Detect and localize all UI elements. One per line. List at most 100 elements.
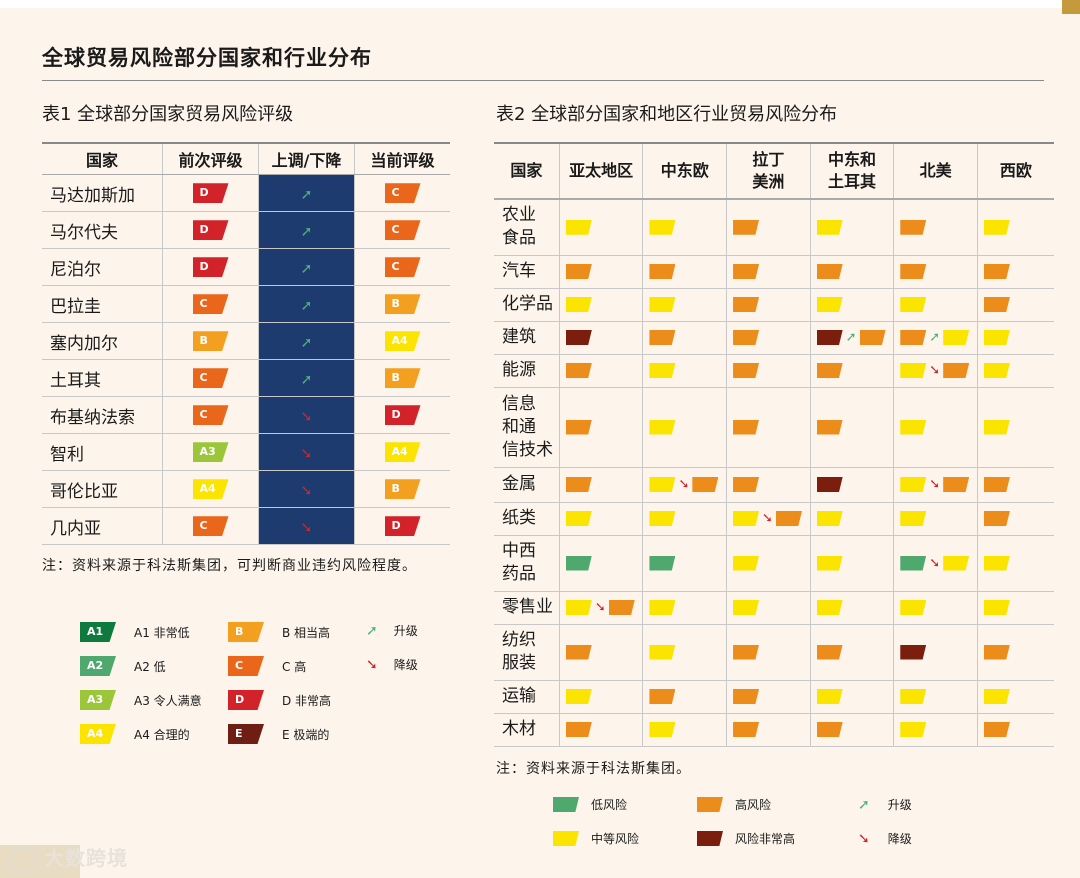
table2-title: 表2 全球部分国家和地区行业贸易风险分布	[496, 104, 838, 125]
risk-cell-content	[983, 297, 1054, 312]
risk-swatch-high	[983, 644, 1010, 660]
risk-cell	[976, 680, 1054, 714]
prev-rating-cell: C	[162, 285, 259, 323]
risk-cell	[558, 354, 643, 388]
table-row: 金属 ➘ ➘	[494, 467, 1054, 503]
risk-cell	[809, 591, 894, 625]
risk-swatch-high	[859, 330, 886, 345]
risk-cell	[976, 535, 1054, 592]
risk-cell-content	[816, 689, 894, 704]
rating-badge: C	[192, 405, 229, 426]
risk-cell-content	[983, 555, 1054, 571]
risk-cell-content	[733, 363, 810, 378]
country-name: 马达加斯加	[42, 174, 163, 212]
table-row: 布基纳法索 C ➘ D	[42, 396, 450, 434]
risk-cell	[558, 713, 643, 747]
legend-item: A1 A1 非常低	[80, 622, 190, 642]
risk-swatch-high	[733, 722, 760, 737]
risk-swatch-mid	[733, 555, 760, 571]
rating-badge: C	[384, 220, 421, 241]
risk-cell-content	[649, 644, 726, 660]
risk-cell-content	[649, 511, 726, 526]
risk-swatch-mid	[649, 297, 676, 312]
legend-label: 降级	[887, 832, 912, 846]
risk-cell	[976, 591, 1054, 625]
risk-cell	[976, 713, 1054, 747]
arrow-up-right-icon: ➚	[300, 334, 313, 351]
arrow-up-right-icon: ➚	[300, 371, 313, 388]
table-row: 运输	[494, 680, 1054, 714]
risk-cell: ➚	[893, 321, 978, 355]
risk-cell	[809, 199, 894, 256]
prev-rating-cell: B	[162, 322, 259, 360]
table-row: 塞内加尔 B ➚ A4	[42, 322, 450, 360]
table-row: 木材	[494, 713, 1054, 747]
risk-cell	[976, 255, 1054, 289]
legend-item: A4 A4 合理的	[80, 724, 190, 744]
legend-item: B B 相当高	[228, 622, 330, 642]
legend-arrow-item: ➘ 降级	[858, 830, 912, 847]
risk-cell	[976, 387, 1054, 468]
risk-cell-content	[983, 477, 1054, 492]
risk-swatch-mid	[649, 600, 676, 615]
risk-swatch-mid	[900, 689, 927, 704]
risk-swatch-mid	[943, 555, 970, 571]
risk-cell-content: ➚	[900, 330, 977, 345]
risk-cell	[893, 288, 978, 322]
risk-cell	[809, 288, 894, 322]
risk-cell-content	[983, 363, 1054, 378]
table-row: 智利 A3 ➘ A4	[42, 433, 450, 471]
risk-cell-content	[816, 363, 894, 378]
arrow-down-right-icon: ➘	[858, 830, 870, 847]
risk-cell	[976, 624, 1054, 681]
risk-swatch-low	[649, 555, 676, 571]
curr-rating-cell: B	[354, 285, 450, 323]
table-row: 化学品	[494, 288, 1054, 322]
rating-badge: C	[192, 294, 229, 315]
arrow-down-right-icon: ➘	[300, 519, 313, 536]
arrow-down-right-icon: ➘	[366, 656, 378, 673]
risk-cell-content	[565, 689, 643, 704]
rating-badge: C	[384, 183, 421, 204]
risk-cell	[809, 502, 894, 536]
risk-swatch-high	[733, 644, 760, 660]
change-cell: ➚	[258, 359, 355, 397]
risk-swatch-high	[608, 600, 635, 615]
risk-cell	[976, 502, 1054, 536]
arrow-down-right-icon: ➘	[300, 408, 313, 425]
risk-swatch-vhigh	[816, 330, 843, 345]
risk-cell-content	[900, 644, 977, 660]
risk-cell	[642, 535, 727, 592]
risk-swatch-high	[983, 297, 1010, 312]
risk-cell-content	[733, 555, 810, 571]
risk-swatch-mid	[553, 831, 579, 846]
prev-rating-cell: D	[162, 174, 259, 212]
risk-cell: ➘	[893, 467, 978, 503]
risk-cell-content	[983, 722, 1054, 737]
risk-swatch-mid	[649, 419, 676, 435]
col-header-curr-rating: 当前评级	[354, 142, 450, 175]
change-cell: ➚	[258, 211, 355, 249]
arrow-down-right-icon: ➘	[300, 445, 313, 462]
table-row: 巴拉圭 C ➚ B	[42, 285, 450, 323]
arrow-up-right-icon: ➚	[300, 223, 313, 240]
risk-cell	[893, 624, 978, 681]
risk-cell-content	[816, 511, 894, 526]
prev-rating-cell: C	[162, 359, 259, 397]
risk-cell-content: ➘	[565, 600, 643, 615]
rating-badge: A4	[192, 479, 229, 500]
risk-cell	[726, 467, 811, 503]
risk-cell: ➘	[726, 502, 811, 536]
risk-cell	[726, 288, 811, 322]
risk-cell-content	[565, 555, 643, 571]
risk-cell	[809, 624, 894, 681]
risk-cell-content	[900, 419, 977, 435]
prev-rating-cell: C	[162, 507, 259, 545]
col-header: 中东和 土耳其	[809, 142, 894, 200]
risk-cell-content	[816, 644, 894, 660]
legend-item: A2 A2 低	[80, 656, 166, 676]
table-row: 建筑 ➚ ➚	[494, 321, 1054, 355]
arrow-up-right-icon: ➚	[845, 330, 857, 345]
risk-cell	[893, 199, 978, 256]
